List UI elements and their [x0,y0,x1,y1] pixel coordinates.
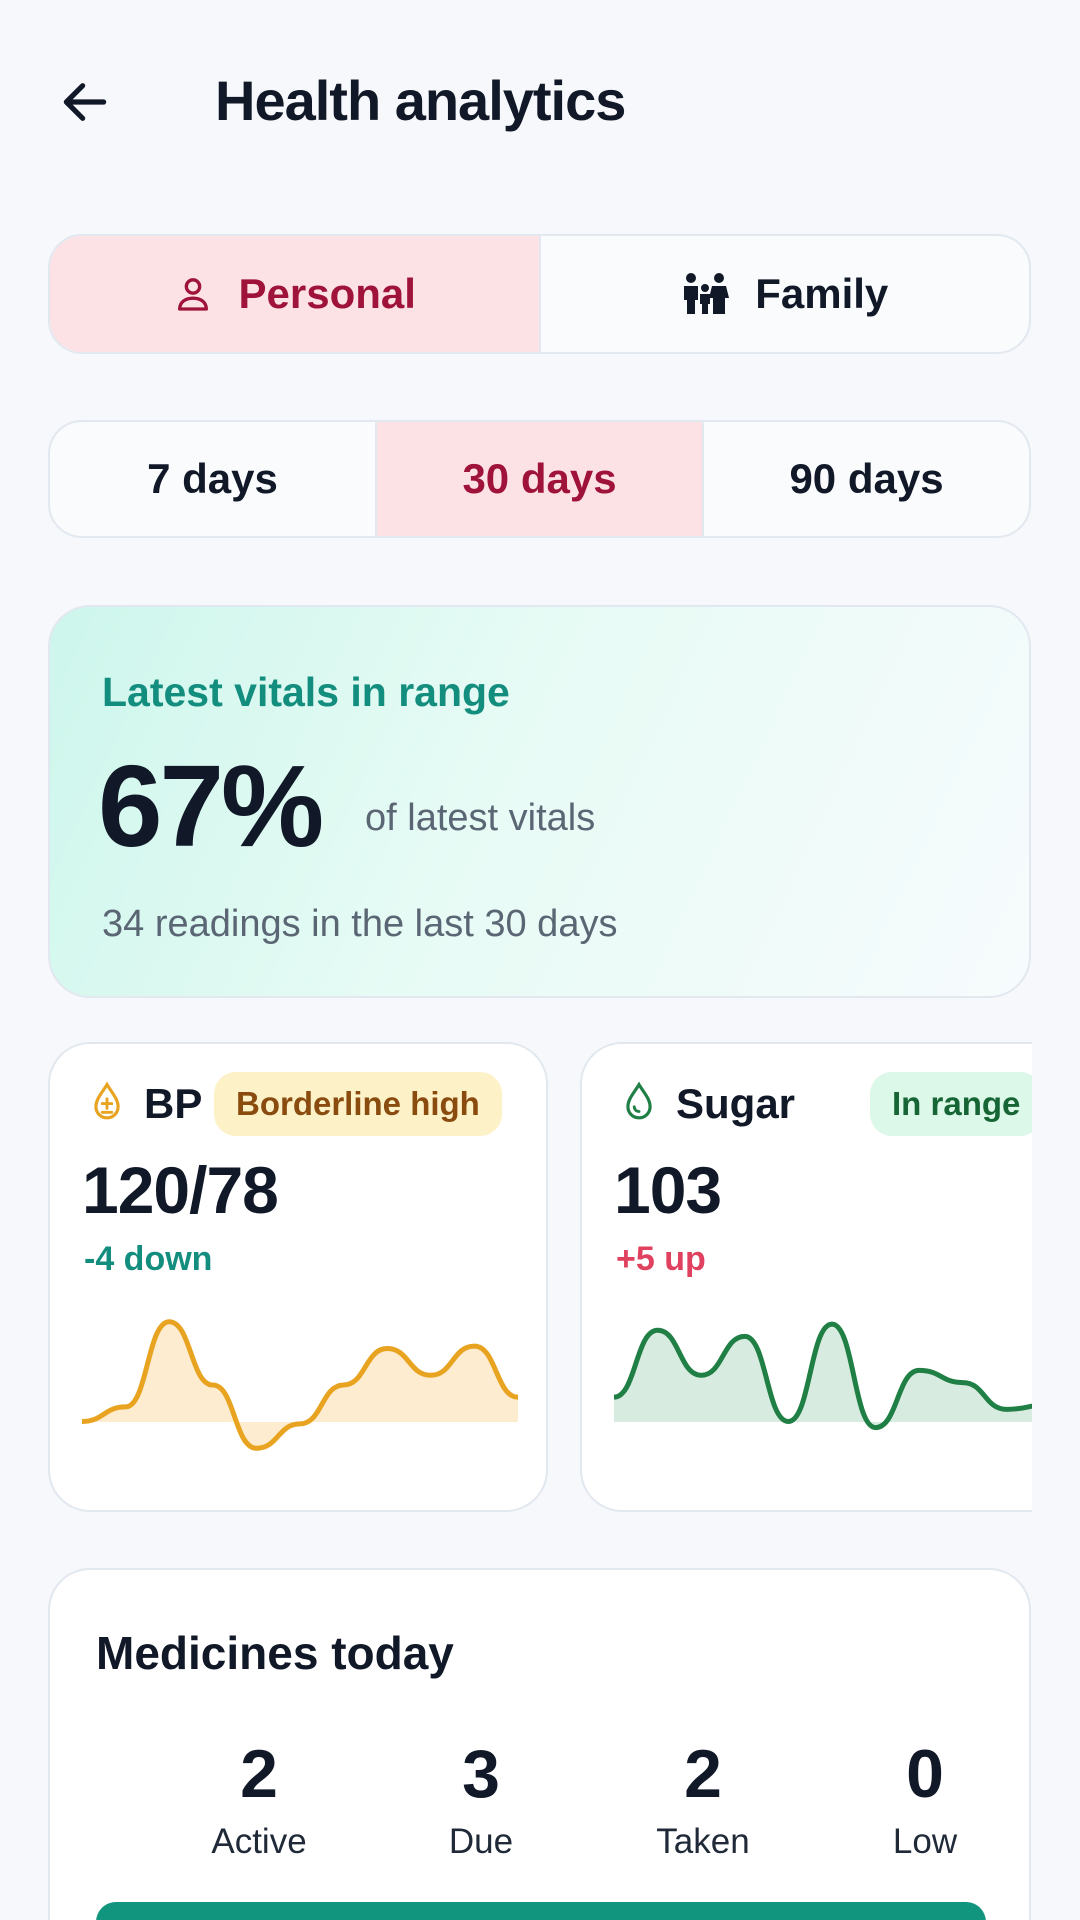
stat-low-value: 0 [906,1736,944,1812]
stat-low-label: Low [892,1822,958,1861]
family-icon [681,272,730,316]
scope-segmented-control: Personal Family [48,234,1031,354]
sugar-delta: +5 up [616,1240,706,1278]
summary-title: Latest vitals in range [102,669,510,715]
tab-family[interactable]: Family [538,236,1030,352]
summary-note: 34 readings in the last 30 days [102,903,618,945]
tab-7-days[interactable]: 7 days [147,455,278,502]
stat-taken[interactable]: 2 Taken [593,1734,813,1862]
sugar-status-badge: In range [870,1072,1032,1136]
tab-family-label: Family [755,270,889,317]
person-icon [173,274,213,314]
stat-due-label: Due [448,1822,514,1861]
blood-pressure-drop-icon [88,1081,126,1128]
summary-percent: 67% [98,741,324,871]
summary-percent-caption: of latest vitals [365,797,596,839]
bp-status-badge: Borderline high [214,1072,502,1136]
range-segmented-control: 7 days 30 days 90 days [48,420,1031,538]
bp-value: 120/78 [82,1153,279,1227]
sugar-sparkline [614,1321,1032,1431]
medicines-card: Medicines today 2 Active 3 Due 2 Taken 0… [48,1568,1031,1920]
back-button[interactable] [50,62,120,142]
sparkline-area [614,1324,1032,1428]
page-title: Health analytics [215,69,626,132]
tab-90-days[interactable]: 90 days [702,422,1029,536]
arrow-left-icon [63,83,107,121]
sugar-value: 103 [614,1153,722,1227]
sparkline-line [614,1321,1032,1431]
sparkline-line [82,1319,518,1451]
bp-delta: -4 down [84,1240,213,1278]
sugar-card[interactable]: Sugar In range 103 +5 up [580,1042,1032,1512]
stat-active[interactable]: 2 Active [149,1734,369,1862]
header: Health analytics [0,0,1080,200]
tab-personal-label: Personal [238,270,416,317]
stat-due-value: 3 [462,1736,500,1812]
sugar-name: Sugar [676,1080,796,1127]
stat-low[interactable]: 0 Low [815,1734,1035,1862]
water-drop-icon [620,1081,658,1128]
tab-personal[interactable]: Personal [50,236,539,352]
bp-name: BP [144,1080,203,1127]
bp-sparkline [82,1319,518,1451]
stat-active-label: Active [211,1822,307,1861]
medicines-stats: 2 Active 3 Due 2 Taken 0 Low [50,1734,1033,1894]
bp-card[interactable]: BP Borderline high 120/78 -4 down [48,1042,548,1512]
stat-active-value: 2 [240,1736,278,1812]
medicines-title: Medicines today [96,1627,454,1679]
stat-taken-value: 2 [684,1736,722,1812]
vitals-carousel[interactable]: BP Borderline high 120/78 -4 down Sugar … [48,1042,1032,1514]
vitals-summary-card[interactable]: Latest vitals in range 67% of latest vit… [48,605,1031,998]
stat-taken-label: Taken [656,1822,750,1861]
sparkline-area [82,1321,518,1449]
medicines-action-button[interactable] [96,1902,986,1920]
stat-due[interactable]: 3 Due [371,1734,591,1862]
tab-30-days[interactable]: 30 days [375,422,702,536]
